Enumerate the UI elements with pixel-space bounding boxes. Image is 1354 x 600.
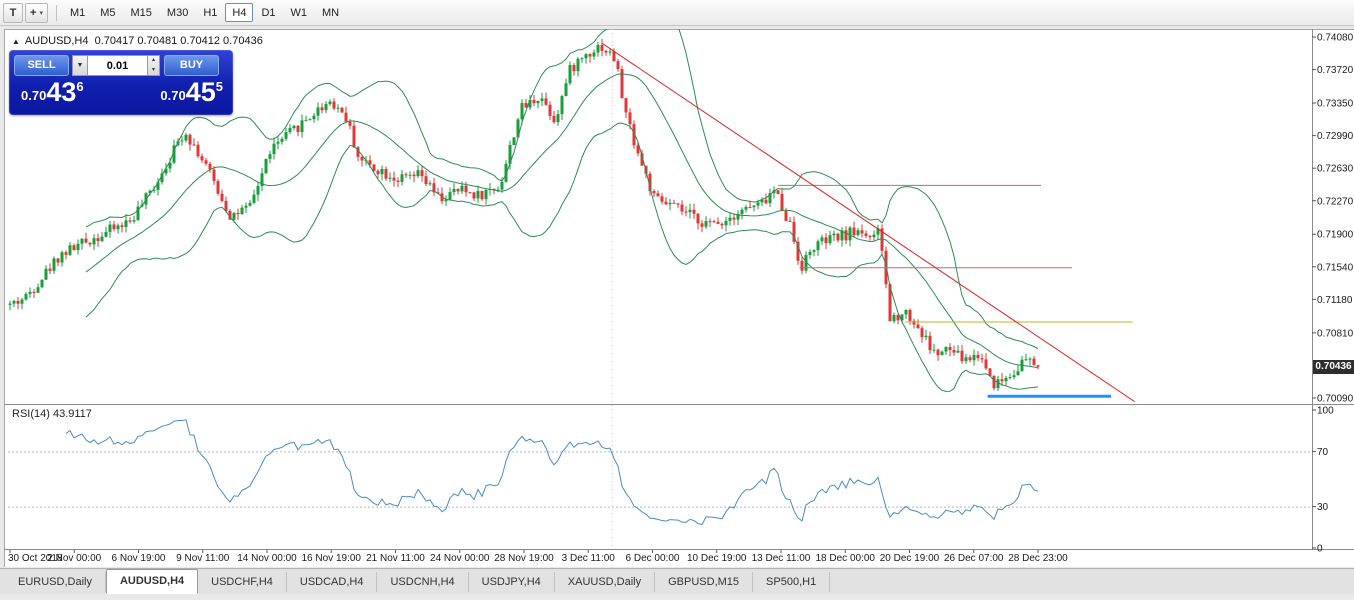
timeframe-button-m15[interactable]: M15 xyxy=(124,3,159,22)
sell-price-display[interactable]: 0.70 43 6 xyxy=(21,77,84,107)
tab-audusd-h4[interactable]: AUDUSD,H4 xyxy=(105,569,199,594)
tab-usdjpy-h4[interactable]: USDJPY,H4 xyxy=(469,571,555,592)
tab-sp500-h1[interactable]: SP500,H1 xyxy=(753,571,831,592)
tab-gbpusd-m15[interactable]: GBPUSD,M15 xyxy=(655,571,754,592)
crosshair-tool-button[interactable]: + ▾ xyxy=(25,2,48,23)
crosshair-tool-icon: + xyxy=(30,6,37,19)
buy-price-pip-digit: 5 xyxy=(215,79,223,94)
top-toolbar: T + ▾ M1 M5 M15 M30 H1 H4 D1 W1 MN xyxy=(0,0,1354,26)
timeframe-button-mn[interactable]: MN xyxy=(315,3,346,22)
tab-usdcad-h4[interactable]: USDCAD,H4 xyxy=(287,571,378,592)
dropdown-arrow-icon: ▾ xyxy=(39,9,43,17)
timeframe-button-m1[interactable]: M1 xyxy=(63,3,92,22)
tab-usdchf-h4[interactable]: USDCHF,H4 xyxy=(198,571,287,592)
toolbar-separator xyxy=(55,4,57,21)
tab-eurusd-daily[interactable]: EURUSD,Daily xyxy=(5,571,106,592)
chart-ohlc-header: ▲ AUDUSD,H4 0.70417 0.70481 0.70412 0.70… xyxy=(12,35,263,47)
sell-price-pip-digit: 6 xyxy=(76,79,84,94)
timeframe-button-h1[interactable]: H1 xyxy=(196,3,224,22)
rsi-indicator-label: RSI(14) 43.9117 xyxy=(12,408,92,420)
buy-price-display[interactable]: 0.70 45 5 xyxy=(160,77,223,107)
sell-price-big-digits: 43 xyxy=(46,77,77,107)
timeframe-button-group: M1 M5 M15 M30 H1 H4 D1 W1 MN xyxy=(63,3,347,22)
tool-button-group: T + ▾ xyxy=(3,2,50,23)
tab-xauusd-daily[interactable]: XAUUSD,Daily xyxy=(555,571,656,592)
timeframe-button-m30[interactable]: M30 xyxy=(160,3,195,22)
timeframe-button-d1[interactable]: D1 xyxy=(254,3,282,22)
buy-price-prefix: 0.70 xyxy=(160,88,186,103)
volume-increment-button[interactable]: ▴ xyxy=(151,57,155,63)
volume-spinner: ▴ ▾ xyxy=(147,55,160,76)
sell-button[interactable]: SELL xyxy=(14,55,69,76)
current-price-badge: 0.70436 xyxy=(1313,359,1354,374)
volume-decrement-button[interactable]: ▾ xyxy=(151,66,155,73)
buy-button[interactable]: BUY xyxy=(164,55,219,76)
timeframe-button-w1[interactable]: W1 xyxy=(284,3,315,22)
tab-usdcnh-h4[interactable]: USDCNH,H4 xyxy=(377,571,469,592)
trade-prices-row: 0.70 43 6 0.70 45 5 xyxy=(9,76,233,107)
text-tool-button[interactable]: T xyxy=(3,2,23,23)
bottom-strip xyxy=(0,594,1354,600)
chart-tab-bar: EURUSD,Daily AUDUSD,H4 USDCHF,H4 USDCAD,H4 U… xyxy=(0,568,1354,594)
buy-price-big-digits: 45 xyxy=(185,77,216,107)
volume-input[interactable] xyxy=(87,55,147,76)
timeframe-button-h4[interactable]: H4 xyxy=(225,3,254,22)
dropdown-arrow-icon: ▼ xyxy=(76,62,84,69)
ohlc-text: AUDUSD,H4 0.70417 0.70481 0.70412 0.7043… xyxy=(24,35,263,47)
text-tool-icon: T xyxy=(9,6,17,19)
collapse-triangle-icon[interactable]: ▲ xyxy=(12,36,20,46)
trade-controls-row: SELL ▼ ▴ ▾ BUY xyxy=(9,50,233,76)
sell-price-prefix: 0.70 xyxy=(21,88,47,103)
volume-dropdown-button[interactable]: ▼ xyxy=(72,55,87,76)
timeframe-button-m5[interactable]: M5 xyxy=(93,3,122,22)
one-click-trading-panel: SELL ▼ ▴ ▾ BUY 0.70 43 6 0.70 45 5 xyxy=(9,50,233,115)
